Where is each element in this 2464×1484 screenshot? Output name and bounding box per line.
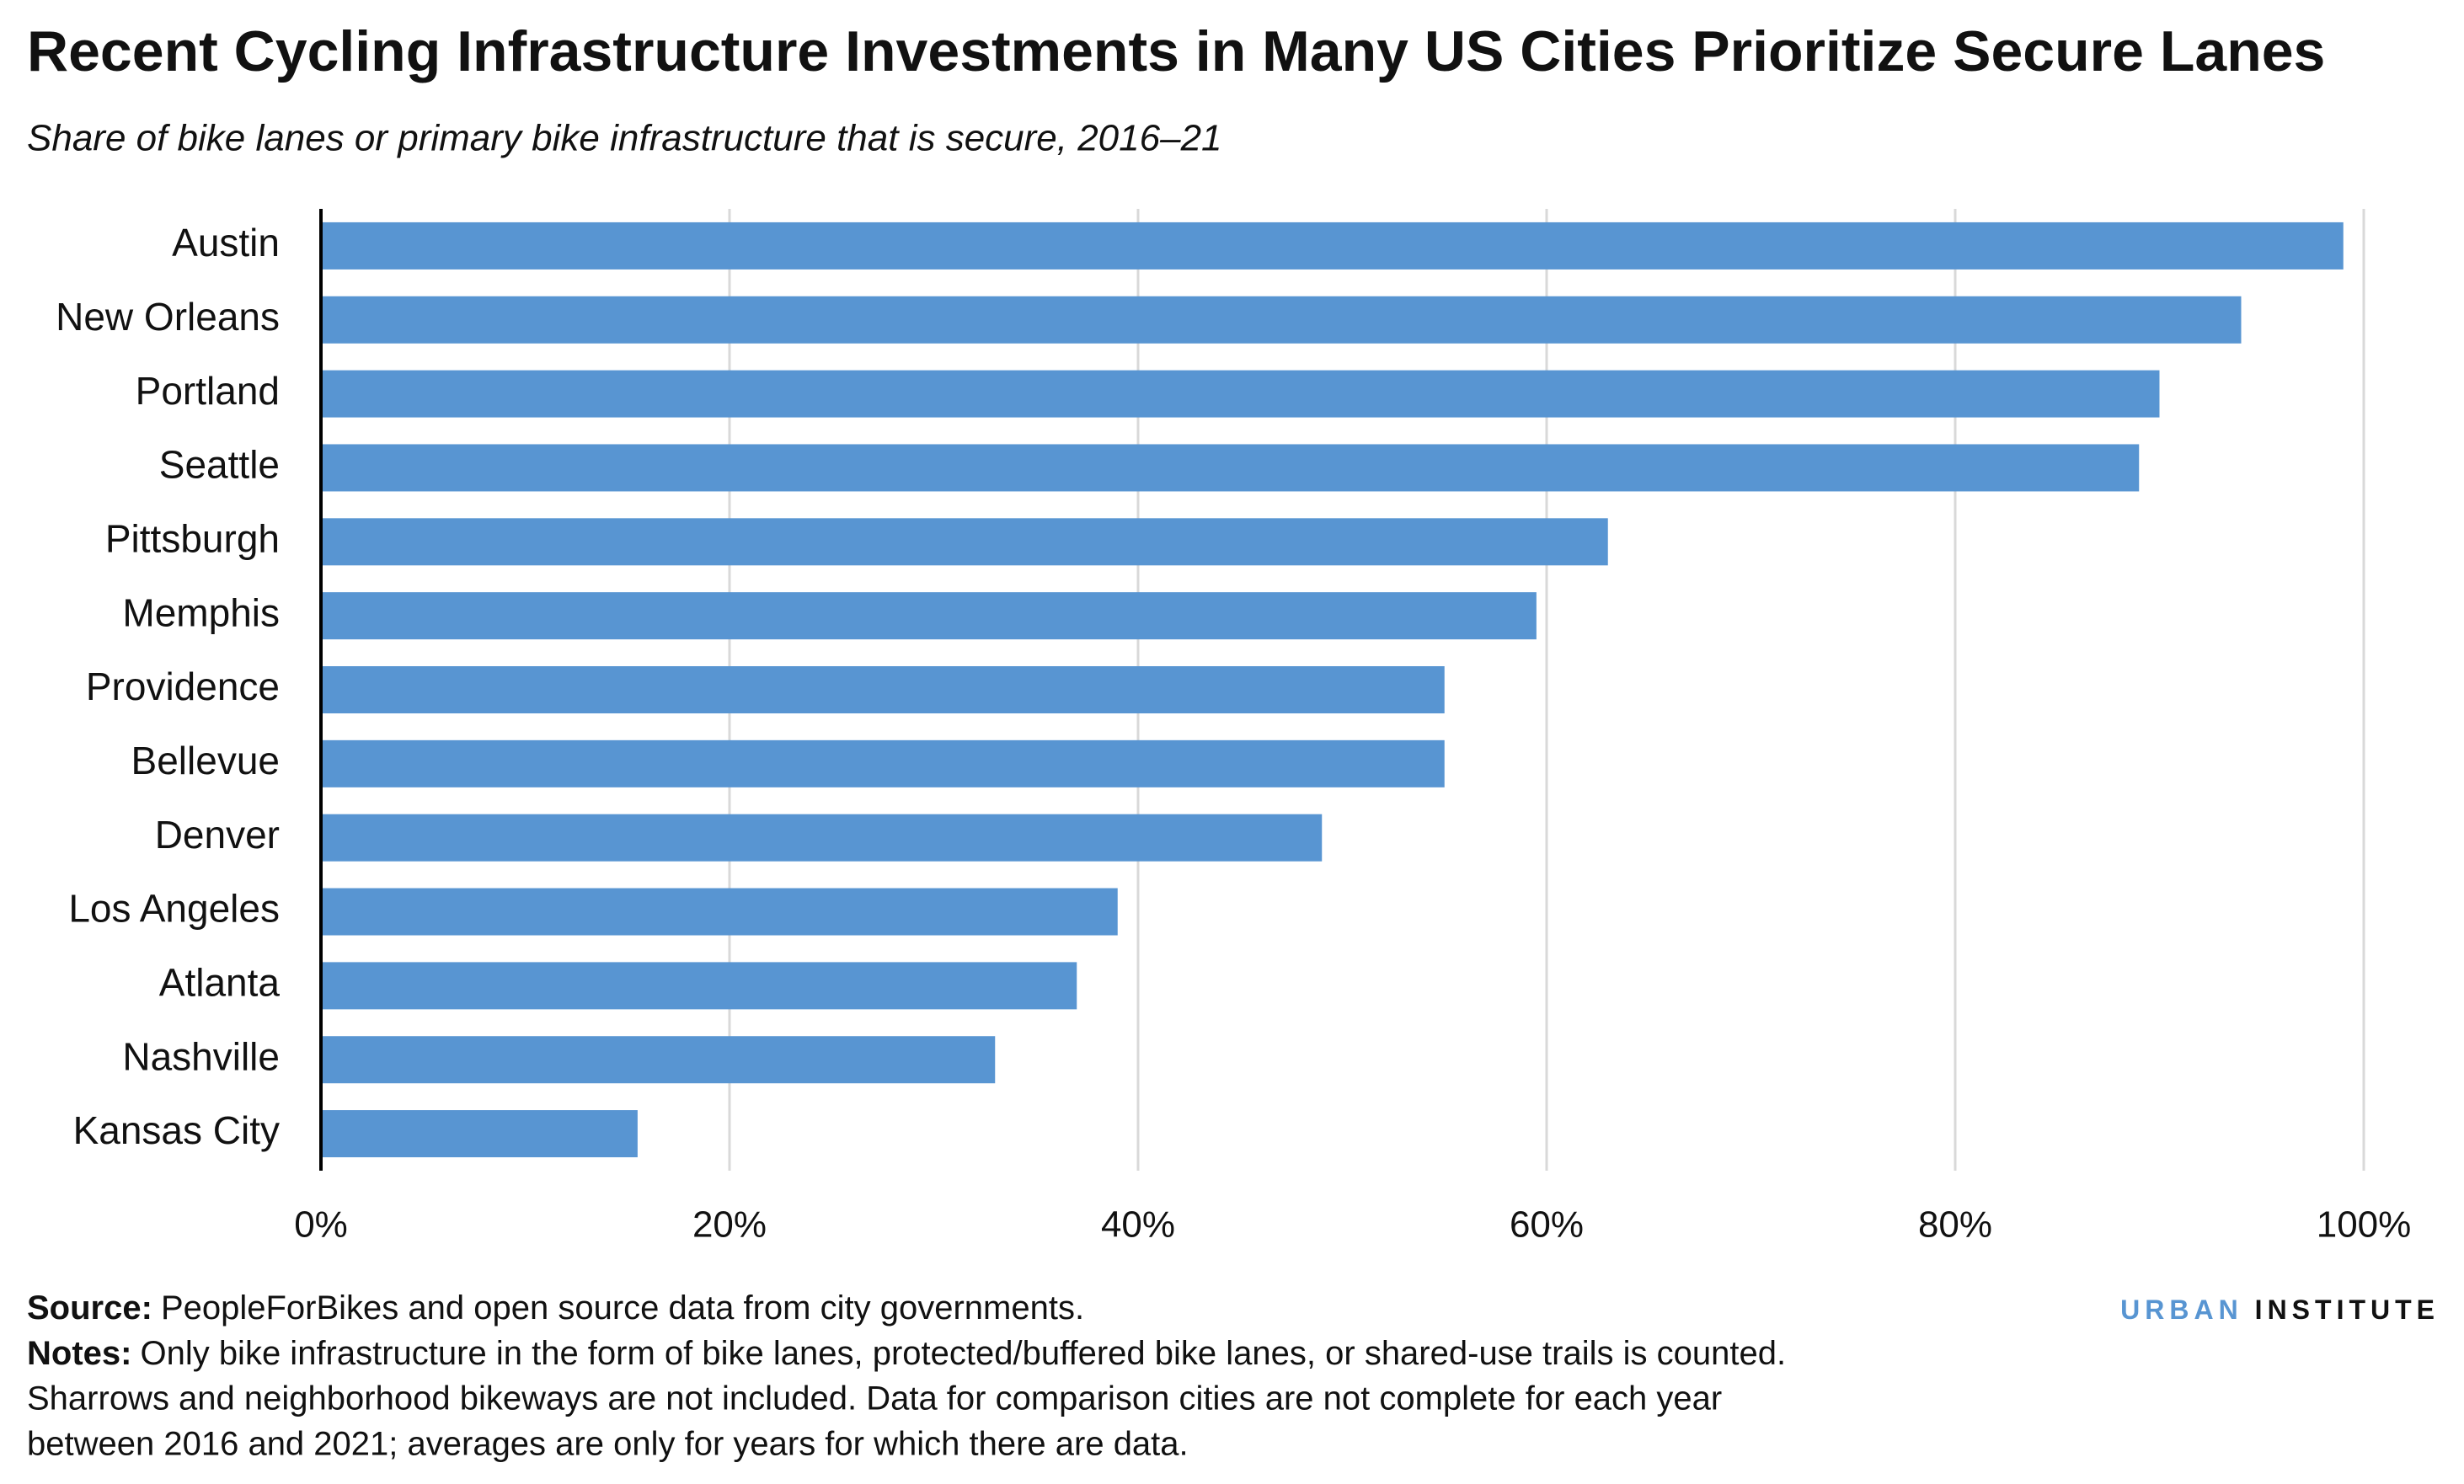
y-tick-label: Providence	[86, 665, 280, 708]
notes-line: Only bike infrastructure in the form of …	[140, 1335, 1786, 1372]
bar	[321, 962, 1077, 1010]
y-tick-label: Austin	[172, 221, 280, 264]
plot-area: 0% 20% 40% 60% 80% 100% Austin New Orleans Portl…	[56, 209, 2411, 1246]
y-tick-label: Nashville	[122, 1034, 280, 1078]
bar	[321, 1036, 996, 1084]
x-tick-label: 0%	[294, 1204, 348, 1246]
bar	[321, 666, 1445, 713]
y-tick-label: Memphis	[122, 590, 280, 634]
chart-title: Recent Cycling Infrastructure Investment…	[27, 19, 2325, 83]
source-label: Source:	[27, 1289, 152, 1327]
x-tick-label: 40%	[1101, 1204, 1175, 1246]
bar	[321, 518, 1608, 566]
y-tick-label: New Orleans	[56, 295, 280, 339]
bar	[321, 296, 2242, 344]
bar	[321, 814, 1323, 862]
bar	[321, 592, 1537, 640]
y-tick-label: Denver	[155, 813, 280, 857]
y-tick-label: Los Angeles	[68, 887, 280, 931]
notes: Notes: Only bike infrastructure in the fo…	[27, 1335, 1786, 1372]
notes-line: Sharrows and neighborhood bikeways are n…	[27, 1380, 1722, 1417]
bar	[321, 370, 2160, 418]
bar	[321, 1110, 638, 1158]
brand: URBAN INSTITUTE	[2120, 1294, 2440, 1325]
bar	[321, 888, 1118, 936]
y-tick-label: Bellevue	[131, 739, 280, 782]
y-tick-label: Portland	[136, 369, 280, 413]
y-tick-label: Atlanta	[159, 961, 281, 1005]
bar	[321, 739, 1445, 787]
brand-second: INSTITUTE	[2255, 1294, 2440, 1325]
x-tick-label: 80%	[1918, 1204, 1992, 1246]
y-tick-label: Seattle	[159, 443, 280, 487]
source-note: Source: PeopleForBikes and open source da…	[27, 1289, 1084, 1327]
notes-label: Notes:	[27, 1335, 131, 1372]
brand-first: URBAN	[2120, 1294, 2243, 1325]
bar	[321, 444, 2140, 492]
x-tick-label: 100%	[2317, 1204, 2412, 1246]
y-tick-label: Kansas City	[73, 1108, 280, 1152]
y-tick-label: Pittsburgh	[105, 516, 280, 560]
x-tick-label: 20%	[692, 1204, 767, 1246]
chart-subtitle: Share of bike lanes or primary bike infr…	[27, 118, 1222, 159]
x-tick-label: 60%	[1510, 1204, 1584, 1246]
source-text: PeopleForBikes and open source data from…	[161, 1289, 1084, 1327]
notes-line: between 2016 and 2021; averages are only…	[27, 1426, 1189, 1463]
bar	[321, 222, 2344, 270]
